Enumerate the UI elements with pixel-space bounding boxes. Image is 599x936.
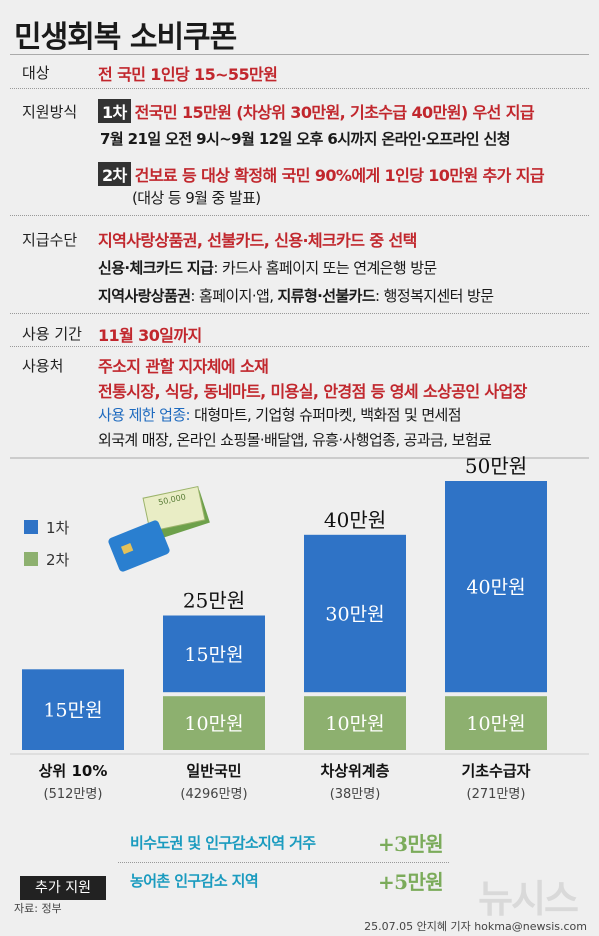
card-value: : 카드사 홈페이지 또는 연계은행 방문 bbox=[213, 259, 437, 277]
bar-value-label-1-4: 40만원 bbox=[466, 577, 525, 599]
means-card-line: 신용·체크카드 지급: 카드사 홈페이지 또는 연계은행 방문 bbox=[98, 257, 437, 278]
prepaid-value: : 행정복지센터 방문 bbox=[375, 287, 494, 305]
category-sublabel-2: (4296만명) bbox=[180, 787, 247, 802]
bar-value-label-2-4: 10만원 bbox=[466, 713, 525, 735]
where-line1: 주소지 관할 지자체에 소재 bbox=[98, 357, 269, 376]
bar-total-label-3: 40만원 bbox=[324, 508, 386, 532]
divider bbox=[10, 313, 589, 314]
first-round-period: 7월 21일 오전 9시~9월 12일 오후 6시까지 bbox=[100, 130, 377, 148]
cash-icon: 50,000 bbox=[142, 485, 210, 540]
method-label: 지원방식 bbox=[22, 103, 78, 121]
legend-label-1: 1차 bbox=[46, 519, 70, 537]
bar-value-label-2-3: 10만원 bbox=[325, 713, 384, 735]
category-sublabel-1: (512만명) bbox=[44, 787, 103, 802]
bar-value-label-1-1: 15만원 bbox=[43, 700, 102, 722]
source-text: 자료: 정부 bbox=[14, 902, 62, 915]
first-round-tag: 1차 bbox=[98, 99, 131, 123]
divider bbox=[10, 88, 589, 89]
bar-value-label-1-3: 30만원 bbox=[325, 604, 384, 626]
second-round-text: 건보료 등 대상 확정해 국민 90%에게 1인당 10만원 추가 지급 bbox=[134, 166, 545, 185]
page-title: 민생회복 소비쿠폰 bbox=[14, 20, 237, 55]
bar-1-2 bbox=[163, 615, 265, 693]
divider bbox=[10, 215, 589, 216]
where-line4: 외국계 매장, 온라인 쇼핑몰·배달앱, 유흥·사행업종, 공과금, 보험료 bbox=[98, 431, 492, 449]
second-round-tag: 2차 bbox=[98, 162, 131, 186]
means-value: 지역사랑상품권, 선불카드, 신용·체크카드 중 선택 bbox=[98, 231, 417, 250]
card-label: 신용·체크카드 지급 bbox=[98, 259, 214, 277]
extra-support-tag: 추가 지원 bbox=[20, 876, 106, 900]
bar-1-4 bbox=[445, 481, 547, 693]
bar-2-3 bbox=[304, 696, 406, 750]
bar-2-4 bbox=[445, 696, 547, 750]
target-label: 대상 bbox=[22, 64, 50, 82]
means-gift-line: 지역사랑상품권: 홈페이지·앱, 지류형·선불카드: 행정복지센터 방문 bbox=[98, 285, 494, 306]
method-first-line: 1차 전국민 15만원 (차상위 30만원, 기초수급 40만원) 우선 지급 bbox=[98, 99, 535, 123]
divider bbox=[10, 346, 589, 347]
extra-item-2-amount: +5만원 bbox=[378, 870, 444, 894]
bar-value-label-2-2: 10만원 bbox=[184, 713, 243, 735]
category-label-4: 기초수급자 bbox=[461, 762, 530, 780]
legend-swatch-2 bbox=[24, 552, 38, 566]
bar-total-label-2: 25만원 bbox=[183, 589, 245, 613]
first-round-channel: 온라인·오프라인 신청 bbox=[381, 130, 510, 148]
credit-card-icon bbox=[108, 520, 170, 572]
target-value: 전 국민 1인당 15~55만원 bbox=[98, 65, 278, 84]
method-second-line: 2차 건보료 등 대상 확정해 국민 90%에게 1인당 10만원 추가 지급 bbox=[98, 162, 545, 186]
bar-total-label-4: 50만원 bbox=[465, 454, 527, 478]
gift-value: : 홈페이지·앱, bbox=[190, 287, 274, 305]
bar-2-2 bbox=[163, 696, 265, 750]
category-label-1: 상위 10% bbox=[39, 762, 108, 780]
divider bbox=[10, 54, 589, 55]
means-label: 지급수단 bbox=[22, 231, 78, 249]
category-label-3: 차상위계층 bbox=[320, 762, 389, 780]
category-label-2: 일반국민 bbox=[186, 762, 241, 780]
extra-item-1-text: 비수도권 및 인구감소지역 거주 bbox=[130, 834, 316, 852]
method-first-period-line: 7월 21일 오전 9시~9월 12일 오후 6시까지 온라인·오프라인 신청 bbox=[100, 128, 511, 149]
bar-value-label-1-2: 15만원 bbox=[184, 644, 243, 666]
restrict-label: 사용 제한 업종: bbox=[98, 406, 191, 424]
bar-1-1 bbox=[22, 669, 124, 750]
credit-text: 25.07.05 안지혜 기자 hokma@newsis.com bbox=[364, 920, 587, 933]
second-round-note: (대상 등 9월 중 발표) bbox=[132, 189, 261, 207]
prepaid-label: 지류형·선불카드 bbox=[277, 287, 376, 305]
divider bbox=[118, 862, 449, 863]
where-line2: 전통시장, 식당, 동네마트, 미용실, 안경점 등 영세 소상공인 사업장 bbox=[98, 382, 527, 401]
first-round-text: 전국민 15만원 (차상위 30만원, 기초수급 40만원) 우선 지급 bbox=[134, 103, 535, 122]
extra-item-1-amount: +3만원 bbox=[378, 832, 444, 856]
legend-label-2: 2차 bbox=[46, 551, 70, 569]
category-sublabel-3: (38만명) bbox=[330, 787, 381, 802]
where-label: 사용처 bbox=[22, 357, 64, 375]
extra-item-2-text: 농어촌 인구감소 지역 bbox=[130, 872, 259, 890]
where-restrict-line: 사용 제한 업종: 대형마트, 기업형 슈퍼마켓, 백화점 및 면세점 bbox=[98, 404, 462, 425]
category-sublabel-4: (271만명) bbox=[467, 787, 526, 802]
bar-1-3 bbox=[304, 534, 406, 693]
period-label: 사용 기간 bbox=[22, 325, 82, 343]
restrict-value: 대형마트, 기업형 슈퍼마켓, 백화점 및 면세점 bbox=[190, 406, 461, 424]
watermark-logo: 뉴시스 bbox=[478, 877, 579, 921]
legend-swatch-1 bbox=[24, 520, 38, 534]
gift-label: 지역사랑상품권 bbox=[98, 287, 191, 305]
period-value: 11월 30일까지 bbox=[98, 326, 202, 345]
